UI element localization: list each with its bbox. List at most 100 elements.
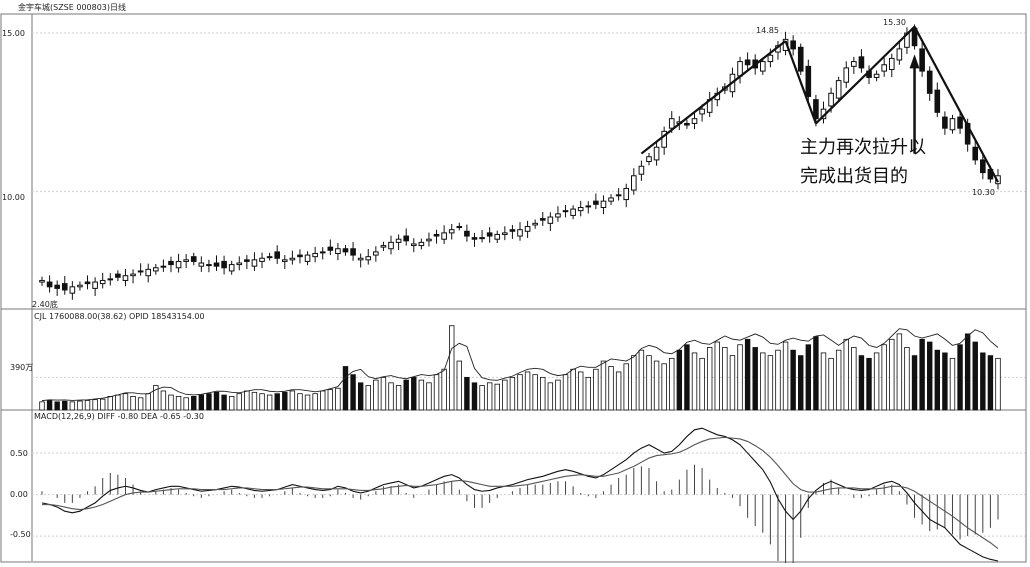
candle-body-up xyxy=(896,48,903,61)
candle-body-up xyxy=(380,245,387,248)
candle-body-up xyxy=(357,257,364,261)
candlestick xyxy=(494,230,501,244)
candlestick xyxy=(949,114,956,134)
volume-header: CJL 1760088.00(38.62) OPID 18543154.00 xyxy=(34,312,205,321)
candlestick xyxy=(388,235,394,255)
candle-body-up xyxy=(335,248,341,254)
candlestick xyxy=(107,273,114,286)
candle-body-up xyxy=(266,256,273,259)
candle-body-up xyxy=(661,130,667,148)
candlestick xyxy=(820,101,827,124)
volume-bar xyxy=(191,396,197,411)
candle-body-up xyxy=(547,216,554,224)
volume-bar xyxy=(540,376,546,411)
volume-bar xyxy=(357,382,364,411)
candle-body-up xyxy=(668,118,675,129)
volume-bar xyxy=(851,347,857,411)
volume-bar xyxy=(760,352,766,411)
price-panel-frame xyxy=(0,13,1027,310)
candlestick xyxy=(46,275,53,293)
volume-bar xyxy=(320,390,326,411)
volume-bar xyxy=(84,400,91,411)
volume-bar xyxy=(820,352,827,411)
volume-bar xyxy=(790,349,796,411)
macd-ytick-050: 0.50 xyxy=(10,449,28,458)
candlestick xyxy=(183,254,189,269)
volume-bar xyxy=(342,366,349,411)
candle-body-up xyxy=(145,268,152,277)
candlestick xyxy=(84,275,91,290)
candlestick xyxy=(61,276,68,295)
peak2-label: 15.30 xyxy=(883,18,906,27)
trendline-up-1 xyxy=(640,40,787,155)
candlestick xyxy=(327,239,334,256)
volume-bar xyxy=(524,371,531,411)
candlestick xyxy=(289,250,296,265)
macd-header: MACD(12,26,9) DIFF -0.80 DEA -0.65 -0.30 xyxy=(34,412,204,421)
candlestick xyxy=(403,228,409,246)
volume-bar xyxy=(896,333,903,411)
volume-bar xyxy=(244,390,250,411)
volume-bar xyxy=(145,393,151,411)
volume-bar xyxy=(661,363,667,411)
volume-bar xyxy=(775,349,781,411)
candle-body-up xyxy=(638,165,645,175)
annotation-line1: 主力再次拉升以 xyxy=(800,137,926,158)
candle-body-up xyxy=(251,259,258,267)
volume-bar xyxy=(600,360,607,411)
candle-body-down xyxy=(858,56,865,69)
volume-bar xyxy=(115,394,121,411)
volume-bar xyxy=(274,393,280,411)
candlestick xyxy=(926,66,933,101)
volume-bar xyxy=(456,360,463,411)
candle-body-up xyxy=(851,61,857,67)
candlestick xyxy=(623,183,630,208)
macd-ytick-neg050: -0.50 xyxy=(10,530,31,539)
candle-body-down xyxy=(805,65,812,97)
candle-body-down xyxy=(790,40,796,50)
candle-body-down xyxy=(593,200,599,205)
volume-bar xyxy=(972,341,978,411)
candle-body-down xyxy=(942,116,948,129)
trendline-down-2 xyxy=(913,26,999,183)
candle-body-up xyxy=(555,213,561,218)
volume-bar xyxy=(206,393,212,411)
volume-bar xyxy=(881,344,887,411)
candle-body-down xyxy=(342,248,349,253)
candlestick xyxy=(881,58,887,77)
volume-bar xyxy=(350,374,356,411)
candlestick xyxy=(759,57,766,75)
candlestick xyxy=(259,252,265,269)
candle-body-up xyxy=(39,279,45,283)
macd-dea-line xyxy=(42,436,999,549)
volume-bar xyxy=(236,393,242,411)
volume-bar xyxy=(517,374,523,411)
volume-bar xyxy=(623,363,629,411)
candle-body-up xyxy=(153,267,159,272)
volume-bar xyxy=(395,385,402,411)
candle-body-down xyxy=(926,70,933,94)
candlestick xyxy=(297,249,303,264)
candle-body-up xyxy=(418,241,425,247)
volume-bar xyxy=(77,400,83,411)
candle-body-up xyxy=(653,146,660,161)
candle-body-up xyxy=(479,237,485,240)
volume-bar xyxy=(706,347,713,411)
candle-body-up xyxy=(441,232,447,240)
candlestick xyxy=(54,280,60,296)
candlestick xyxy=(631,168,637,195)
volume-bar xyxy=(722,347,728,411)
candle-body-up xyxy=(524,226,531,232)
candlestick xyxy=(615,188,622,201)
candlestick xyxy=(448,223,455,240)
candlestick xyxy=(433,229,440,244)
volume-bar xyxy=(122,393,129,411)
candlestick xyxy=(221,255,227,275)
volume-bar xyxy=(608,366,614,411)
candle-body-up xyxy=(562,210,569,213)
candle-body-up xyxy=(873,73,880,78)
candle-body-down xyxy=(168,260,174,266)
candlestick xyxy=(547,212,554,231)
volume-bar xyxy=(547,382,554,411)
